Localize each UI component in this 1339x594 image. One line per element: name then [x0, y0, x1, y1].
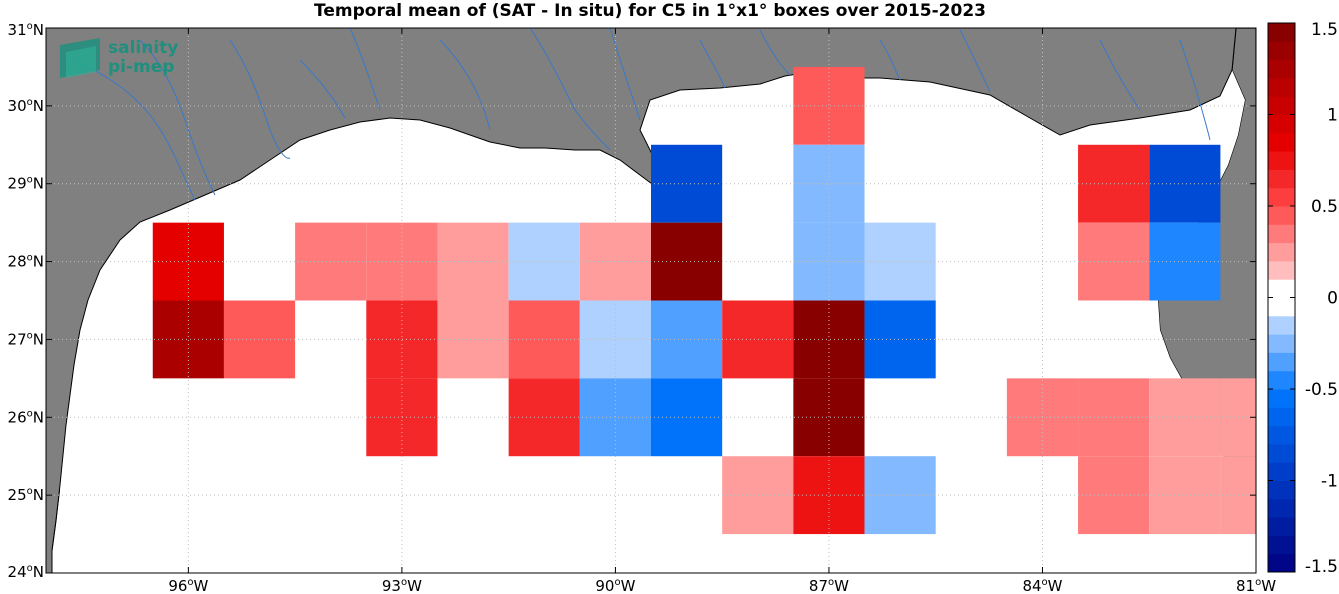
colorbar-bin	[1268, 425, 1295, 445]
heatmap-cell	[152, 222, 224, 301]
tick-label: 96oW	[168, 577, 208, 594]
tick-label: 31oN	[8, 21, 44, 39]
colorbar-bin	[1268, 553, 1295, 573]
heatmap-cell	[1149, 144, 1221, 223]
heatmap-cell	[1149, 456, 1221, 535]
heatmap-cell	[437, 222, 509, 301]
colorbar-bin	[1268, 224, 1295, 244]
logo-mark-icon	[60, 38, 100, 78]
heatmap-cell	[793, 66, 865, 145]
colorbar-tick-label: 1	[1327, 106, 1338, 126]
colorbar: 1.5 1 0.5 0 -0.5 -1 -1.5	[1267, 20, 1338, 577]
heatmap-cell	[793, 300, 865, 379]
heatmap-cell	[579, 378, 651, 457]
pi-mep-logo: salinity pi-mep	[60, 38, 178, 78]
heatmap-cell	[864, 222, 936, 301]
colorbar-bin	[1268, 315, 1295, 335]
rivers	[69, 28, 1211, 201]
colorbar-bin	[1268, 334, 1295, 353]
heatmap-cell	[223, 300, 296, 379]
heatmap-cell	[508, 222, 580, 301]
colorbar-bin	[1268, 206, 1295, 225]
heatmap-cell	[437, 300, 509, 379]
heatmap-cell	[1078, 378, 1150, 457]
logo-line1: salinity	[108, 38, 178, 58]
heatmap-cell	[152, 300, 224, 379]
tick-label: 26oN	[8, 408, 44, 426]
colorbar-bin	[1268, 480, 1295, 500]
tick-label: 84oW	[1022, 577, 1062, 594]
tick-label: 27oN	[8, 330, 44, 348]
tick-label: 24oN	[8, 563, 44, 581]
heatmap-cell	[508, 300, 580, 379]
y-axis-ticks: 24oN 25oN 26oN 27oN 28oN 29oN 30oN 31oN	[8, 21, 1256, 581]
colorbar-tick-label: -1	[1321, 472, 1338, 492]
heatmap-cell	[793, 456, 865, 535]
heatmap-cell	[1149, 222, 1221, 301]
colorbar-tick-label: -0.5	[1305, 380, 1338, 400]
tick-label: 30oN	[8, 97, 44, 115]
colorbar-bin	[1268, 23, 1295, 42]
grid-lines	[46, 28, 1256, 573]
colorbar-bin	[1268, 242, 1295, 262]
colorbar-bin	[1268, 407, 1295, 427]
heatmap-cell	[864, 456, 936, 535]
west-land-strip	[46, 28, 1237, 573]
heatmap-cell	[864, 300, 936, 379]
colorbar-bin	[1268, 77, 1295, 97]
colorbar-bin	[1268, 517, 1295, 536]
colorbar-tick-label: 1.5	[1311, 20, 1338, 40]
colorbar-ticks: 1.5 1 0.5 0 -0.5 -1 -1.5	[1268, 20, 1338, 577]
colorbar-bin	[1268, 96, 1295, 115]
tick-label: 87oW	[809, 577, 849, 594]
colorbar-tick-label: -1.5	[1305, 557, 1338, 577]
colorbar-tick-label: 0	[1327, 289, 1338, 309]
heatmap-cells	[152, 66, 1256, 535]
colorbar-bin	[1268, 498, 1295, 518]
colorbar-bin	[1268, 41, 1295, 61]
x-axis-ticks: 96oW 93oW 90oW 87oW 84oW 81oW	[168, 28, 1276, 594]
map-panel: 96oW 93oW 90oW 87oW 84oW 81oW 24oN 25oN 26oN 27o…	[8, 21, 1277, 594]
heatmap-cell	[1078, 456, 1150, 535]
colorbar-bin	[1268, 59, 1295, 79]
heatmap-cell	[793, 378, 865, 457]
tick-label: 29oN	[8, 175, 44, 193]
tick-label: 90oW	[595, 577, 635, 594]
logo-line2: pi-mep	[108, 57, 174, 77]
colorbar-bin	[1268, 187, 1295, 207]
map-title: Temporal mean of (SAT - In situ) for C5 …	[314, 1, 986, 21]
colorbar-bin	[1268, 169, 1295, 189]
colorbar-bin	[1268, 462, 1295, 481]
colorbar-bin	[1268, 114, 1295, 134]
colorbar-bin	[1268, 443, 1295, 463]
tick-label: 81oW	[1236, 577, 1276, 594]
colorbar-bin	[1268, 260, 1295, 280]
colorbar-bin	[1268, 535, 1295, 555]
heatmap-cell	[508, 378, 580, 457]
heatmap-cell	[1149, 378, 1221, 457]
map-frame	[45, 27, 1257, 574]
colorbar-bin	[1268, 352, 1295, 372]
colorbar-bin	[1268, 132, 1295, 152]
tick-label: 28oN	[8, 253, 44, 271]
colorbar-bin	[1268, 389, 1295, 408]
heatmap-cell	[579, 300, 651, 379]
heatmap-cell	[793, 144, 865, 223]
colorbar-bin	[1268, 297, 1295, 317]
heatmap-cell	[1078, 144, 1150, 223]
tick-label: 93oW	[382, 577, 422, 594]
colorbar-bin	[1268, 151, 1295, 170]
colorbar-tick-label: 0.5	[1311, 197, 1338, 217]
tick-label: 25oN	[8, 486, 44, 504]
colorbar-bins	[1268, 23, 1295, 573]
colorbar-bin	[1268, 279, 1295, 298]
heatmap-cell	[793, 222, 865, 301]
colorbar-bin	[1268, 370, 1295, 390]
heatmap-cell	[579, 222, 651, 301]
heatmap-cell	[1078, 222, 1150, 301]
